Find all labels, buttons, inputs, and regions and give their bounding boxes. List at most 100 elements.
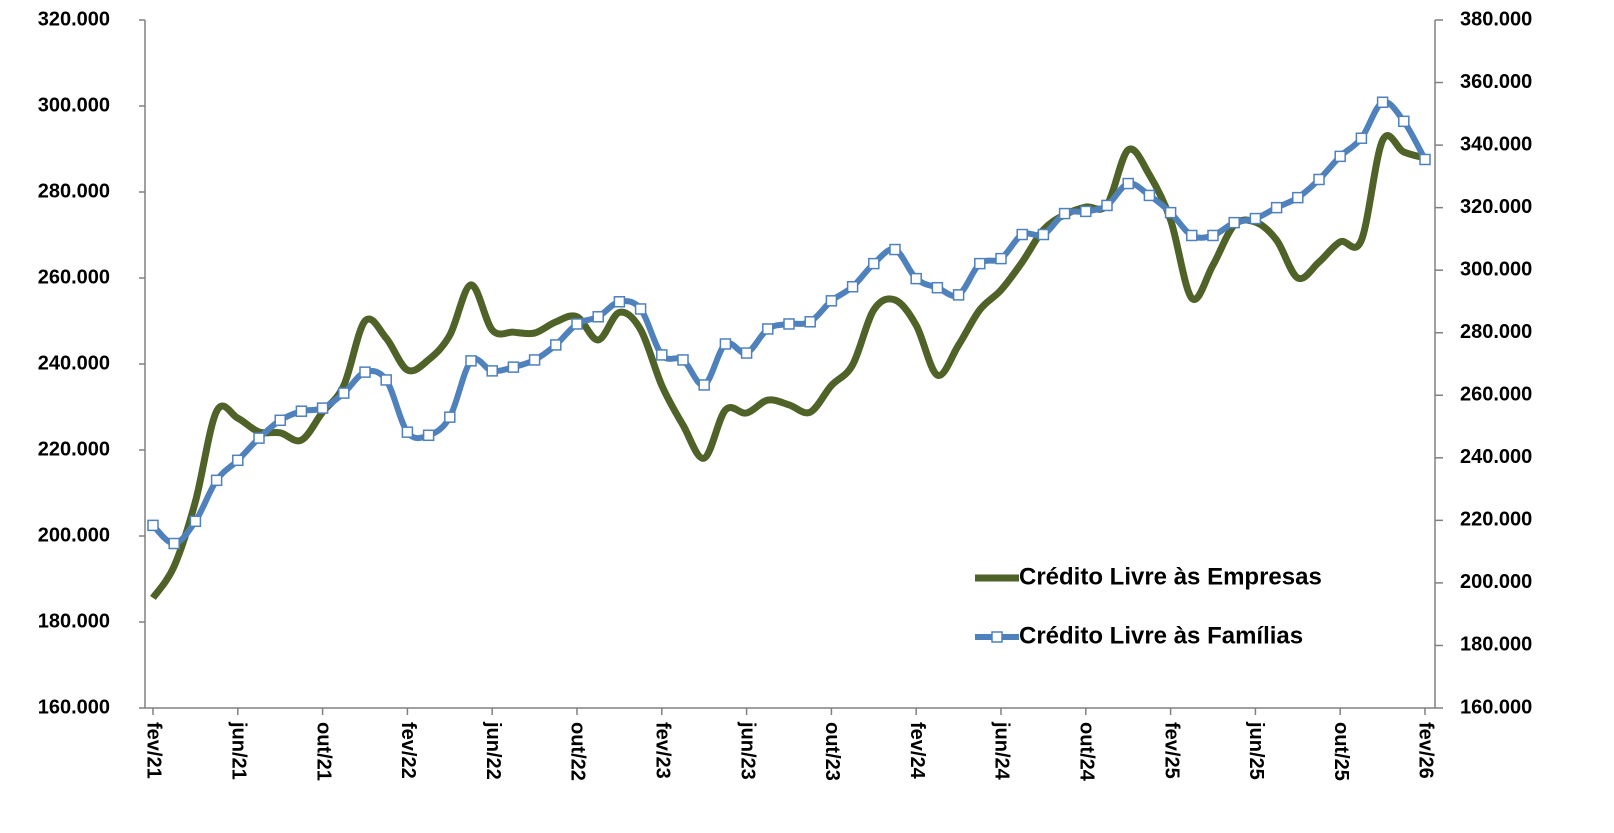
y-tick-label: 180.000 xyxy=(38,610,110,632)
point-marker xyxy=(274,414,286,427)
point-marker xyxy=(550,339,562,351)
point-marker xyxy=(253,432,265,444)
point-marker xyxy=(401,426,414,438)
point-marker xyxy=(1249,212,1262,225)
point-marker xyxy=(1186,229,1198,242)
point-marker xyxy=(1228,216,1240,229)
point-marker xyxy=(889,243,901,256)
y2-tick-label: 200.000 xyxy=(1460,571,1532,593)
point-marker xyxy=(1058,207,1071,220)
point-marker xyxy=(974,257,986,270)
point-marker xyxy=(868,257,880,270)
point-marker xyxy=(444,411,456,423)
y2-tick-label: 360.000 xyxy=(1460,71,1532,93)
y2-tick-label: 220.000 xyxy=(1460,509,1532,531)
point-marker xyxy=(995,252,1007,265)
y2-tick-label: 280.000 xyxy=(1460,321,1532,343)
point-marker xyxy=(1313,173,1325,186)
point-marker xyxy=(1419,153,1431,166)
x-tick-label: jun/22 xyxy=(482,721,504,780)
y-tick-label: 320.000 xyxy=(38,8,110,30)
point-marker xyxy=(1334,150,1346,163)
point-marker xyxy=(147,519,159,532)
point-marker xyxy=(295,405,308,417)
point-marker xyxy=(783,318,795,330)
x-tick-label: jun/23 xyxy=(736,721,758,780)
y2-tick-label: 340.000 xyxy=(1460,133,1532,155)
point-marker xyxy=(210,474,223,487)
y-tick-label: 200.000 xyxy=(38,524,110,546)
series-line xyxy=(150,132,1426,600)
x-tick-label: out/22 xyxy=(567,722,589,781)
point-marker xyxy=(656,349,668,361)
point-marker xyxy=(1037,228,1050,241)
point-marker xyxy=(168,537,180,550)
y2-tick-label: 260.000 xyxy=(1460,384,1532,406)
point-marker xyxy=(1270,201,1283,214)
point-marker xyxy=(910,272,922,285)
x-tick-label: out/24 xyxy=(1076,722,1098,782)
point-marker xyxy=(931,281,944,294)
point-marker xyxy=(1164,206,1177,219)
point-marker xyxy=(1122,177,1134,190)
x-tick-label: fev/21 xyxy=(143,722,165,779)
x-tick-label: out/25 xyxy=(1330,722,1352,781)
point-marker xyxy=(1292,191,1304,204)
y2-tick-label: 160.000 xyxy=(1460,696,1532,718)
point-marker xyxy=(804,316,816,328)
point-marker xyxy=(1101,199,1113,212)
y2-tick-label: 180.000 xyxy=(1460,634,1532,656)
point-marker xyxy=(316,402,329,414)
point-marker xyxy=(613,296,626,308)
point-marker xyxy=(1080,205,1092,218)
x-tick-label: jun/21 xyxy=(228,721,250,780)
point-marker xyxy=(1355,132,1368,144)
legend-marker xyxy=(991,631,1003,643)
y-tick-label: 240.000 xyxy=(38,352,110,374)
y2-tick-label: 320.000 xyxy=(1460,196,1532,218)
point-marker xyxy=(380,374,392,386)
x-tick-label: fev/26 xyxy=(1415,722,1437,779)
legend-label: Crédito Livre às Empresas xyxy=(1019,563,1322,590)
x-tick-label: out/23 xyxy=(821,722,843,781)
x-tick-label: fev/24 xyxy=(906,722,928,780)
point-marker xyxy=(1143,189,1156,202)
point-marker xyxy=(762,323,774,335)
point-marker xyxy=(719,338,732,350)
x-tick-label: fev/22 xyxy=(397,722,419,779)
y2-tick-label: 300.000 xyxy=(1460,258,1532,280)
point-marker xyxy=(1398,115,1410,128)
y2-tick-label: 240.000 xyxy=(1460,446,1532,468)
point-marker xyxy=(1376,96,1389,108)
y-tick-label: 160.000 xyxy=(38,696,110,718)
point-marker xyxy=(592,311,604,323)
point-marker xyxy=(825,295,838,307)
point-marker xyxy=(846,281,859,293)
point-marker xyxy=(571,318,583,330)
point-marker xyxy=(507,361,520,373)
x-tick-label: jun/25 xyxy=(1245,721,1267,780)
point-marker xyxy=(422,429,435,442)
point-marker xyxy=(189,515,202,528)
y-tick-label: 220.000 xyxy=(38,438,110,460)
point-marker xyxy=(677,354,689,366)
point-marker xyxy=(486,365,498,377)
point-marker xyxy=(698,379,710,391)
point-marker xyxy=(359,366,371,378)
point-marker xyxy=(952,289,965,301)
point-marker xyxy=(528,354,541,366)
point-marker xyxy=(1016,228,1028,241)
legend-label: Crédito Livre às Famílias xyxy=(1019,622,1303,649)
point-marker xyxy=(1207,229,1219,242)
point-marker xyxy=(465,355,477,367)
x-tick-label: jun/24 xyxy=(991,721,1013,781)
x-tick-label: fev/23 xyxy=(652,722,674,779)
x-tick-label: out/21 xyxy=(312,722,334,781)
point-marker xyxy=(740,347,753,359)
point-marker xyxy=(634,303,647,315)
y-tick-label: 280.000 xyxy=(38,180,110,202)
y2-tick-label: 380.000 xyxy=(1460,8,1532,30)
point-marker xyxy=(232,454,244,467)
x-tick-label: fev/25 xyxy=(1160,722,1182,779)
